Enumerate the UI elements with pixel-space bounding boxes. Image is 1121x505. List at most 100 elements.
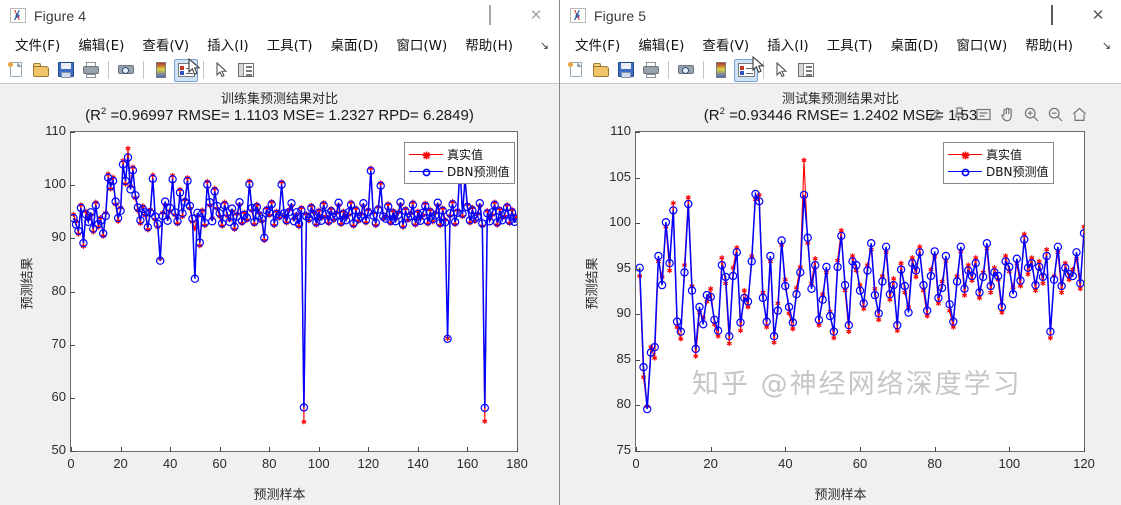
y-tick-mark <box>635 268 640 270</box>
datatip-icon[interactable] <box>975 106 992 123</box>
menu-edit[interactable]: 编辑(E) <box>638 38 685 54</box>
menu-file[interactable]: 文件(F) <box>15 38 61 54</box>
print-preview-button[interactable] <box>674 59 698 82</box>
figure4-legend[interactable]: 真实值 DBN预测值 <box>404 142 516 184</box>
y-tick-mark <box>70 238 75 240</box>
new-document-icon <box>567 62 585 78</box>
menubar-figure4: 文件(F) 编辑(E) 查看(V) 插入(I) 工具(T) 桌面(D) 窗口(W… <box>0 31 559 57</box>
x-tick-label: 60 <box>212 456 227 471</box>
x-tick-label: 80 <box>261 456 277 471</box>
save-figure-button[interactable] <box>614 59 638 82</box>
window-title: Figure 5 <box>594 7 647 24</box>
figure5-plot-area[interactable] <box>635 131 1085 452</box>
menu-edit[interactable]: 编辑(E) <box>78 38 125 54</box>
menu-insert[interactable]: 插入(I) <box>207 38 249 54</box>
y-tick-label: 50 <box>51 442 66 457</box>
minimize-button[interactable] <box>983 0 1029 31</box>
menu-overflow-icon[interactable]: ↘ <box>539 40 549 52</box>
x-tick-mark <box>120 447 122 452</box>
close-button[interactable]: ✕ <box>1091 6 1105 24</box>
x-tick-mark <box>219 447 221 452</box>
legend-label-true: 真实值 <box>986 148 1023 162</box>
toolbar-separator <box>703 61 704 79</box>
x-tick-mark <box>368 447 370 452</box>
menu-help[interactable]: 帮助(H) <box>465 38 513 54</box>
property-inspector-button[interactable] <box>234 59 258 82</box>
colorbar-icon <box>713 62 730 78</box>
menu-desktop[interactable]: 桌面(D) <box>890 38 939 54</box>
menu-insert[interactable]: 插入(I) <box>767 38 809 54</box>
chart-title: 测试集预测结果对比 <box>781 92 899 107</box>
print-preview-icon <box>677 62 695 78</box>
x-tick-mark <box>467 447 469 452</box>
menu-overflow-icon[interactable]: ↘ <box>1101 40 1111 52</box>
titlebar-figure4[interactable]: Figure 4 ✕ <box>0 0 559 31</box>
x-tick-label: 180 <box>506 456 528 471</box>
maximize-button[interactable] <box>467 0 513 31</box>
figure5-legend[interactable]: 真实值 DBN预测值 <box>943 142 1055 184</box>
x-tick-label: 140 <box>407 456 429 471</box>
menu-window[interactable]: 窗口(W) <box>396 38 448 54</box>
insert-legend-button[interactable] <box>734 58 758 82</box>
maximize-button[interactable] <box>1029 0 1075 31</box>
menu-window[interactable]: 窗口(W) <box>956 38 1008 54</box>
save-figure-button[interactable] <box>54 59 78 82</box>
minimize-button[interactable] <box>421 0 467 31</box>
insert-colorbar-button[interactable] <box>149 59 173 82</box>
legend-entry-pred: DBN预测值 <box>948 163 1048 180</box>
y-tick-mark <box>70 132 75 133</box>
menu-tools[interactable]: 工具(T) <box>266 38 313 54</box>
brush-icon[interactable] <box>951 106 968 123</box>
arrow-pointer-icon <box>773 62 790 78</box>
legend-entry-true: 真实值 <box>409 146 509 163</box>
new-document-icon <box>7 62 25 78</box>
menu-help[interactable]: 帮助(H) <box>1025 38 1073 54</box>
home-icon[interactable] <box>1071 106 1088 123</box>
menu-view[interactable]: 查看(V) <box>142 38 190 54</box>
legend-line-pred <box>409 166 443 178</box>
y-tick-label: 80 <box>616 396 631 412</box>
insert-colorbar-button[interactable] <box>709 59 733 82</box>
x-tick-label: 40 <box>162 456 178 471</box>
property-inspector-button[interactable] <box>794 59 818 82</box>
open-file-button[interactable] <box>589 59 613 82</box>
x-tick-mark <box>860 447 861 452</box>
open-file-button[interactable] <box>29 59 53 82</box>
mouse-cursor-icon <box>752 55 766 80</box>
x-tick-mark <box>170 447 172 452</box>
zoom-out-icon[interactable] <box>1047 106 1064 123</box>
x-tick-label: 160 <box>456 456 479 471</box>
toolbar-figure4 <box>0 57 559 84</box>
titlebar-figure5[interactable]: Figure 5 ✕ <box>560 0 1121 31</box>
new-figure-button[interactable] <box>4 59 28 82</box>
zoom-in-icon[interactable] <box>1023 106 1040 123</box>
window-title: Figure 4 <box>34 7 87 24</box>
export-icon[interactable] <box>927 106 944 123</box>
menu-tools[interactable]: 工具(T) <box>826 38 873 54</box>
chart-metrics-text: (R2 =0.93446 RMSE= 1.2402 MSE= 1.53 <box>703 106 978 124</box>
close-button[interactable]: ✕ <box>529 6 543 24</box>
menu-desktop[interactable]: 桌面(D) <box>330 38 379 54</box>
y-tick-label: 100 <box>44 176 66 192</box>
save-disk-icon <box>617 62 635 78</box>
edit-plot-button[interactable] <box>769 59 793 82</box>
menu-file[interactable]: 文件(F) <box>575 38 621 54</box>
menu-view[interactable]: 查看(V) <box>702 38 750 54</box>
new-figure-button[interactable] <box>564 59 588 82</box>
window-controls: ✕ <box>983 0 1121 31</box>
print-preview-button[interactable] <box>114 59 138 82</box>
figure4-plot-area[interactable] <box>70 131 518 452</box>
y-tick-label: 105 <box>609 168 631 184</box>
pan-icon[interactable] <box>999 106 1016 123</box>
edit-plot-button[interactable] <box>209 59 233 82</box>
legend-label-pred: DBN预测值 <box>447 165 510 179</box>
y-tick-label: 100 <box>609 214 631 230</box>
print-figure-button[interactable] <box>79 59 103 82</box>
toolbar-separator <box>763 61 764 79</box>
y-tick-label: 85 <box>616 350 631 366</box>
x-tick-mark <box>636 447 637 452</box>
print-figure-button[interactable] <box>639 59 663 82</box>
axes-interaction-toolbar <box>927 106 1088 123</box>
legend-line-true <box>948 149 982 161</box>
matlab-app-icon <box>570 8 586 23</box>
